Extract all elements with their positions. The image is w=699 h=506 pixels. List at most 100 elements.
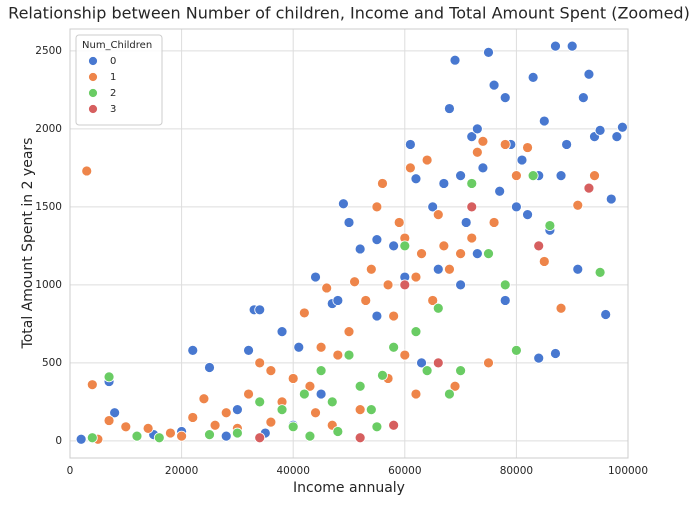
point [354, 243, 366, 255]
point [483, 357, 494, 369]
point [533, 352, 545, 364]
legend-marker [88, 56, 98, 66]
point [594, 124, 606, 136]
point [326, 396, 338, 408]
point [488, 217, 500, 228]
legend-label: 1 [110, 72, 116, 83]
point [488, 79, 500, 91]
point [499, 139, 511, 150]
legend: Num_Children 0 1 2 3 [75, 34, 163, 126]
point [600, 309, 612, 320]
point [354, 404, 366, 416]
point [427, 295, 439, 306]
point [220, 407, 232, 419]
point [466, 201, 478, 213]
legend-marker [88, 104, 98, 114]
point [287, 373, 299, 384]
point [538, 115, 550, 127]
point [315, 365, 327, 377]
plot-frame [69, 28, 629, 459]
point [449, 54, 461, 66]
point [388, 240, 400, 252]
point [499, 295, 511, 306]
point [466, 131, 478, 143]
point [499, 92, 511, 104]
point [399, 349, 411, 361]
y-tick-label: 2500 [35, 45, 62, 57]
point [231, 427, 243, 439]
point [209, 419, 221, 431]
point [153, 432, 165, 444]
point [438, 178, 450, 189]
point [511, 170, 522, 182]
point [594, 266, 606, 278]
point [410, 271, 422, 283]
point [455, 365, 467, 377]
point [455, 279, 467, 291]
point [243, 344, 254, 356]
point [365, 404, 377, 416]
point [371, 201, 383, 213]
y-tick-label: 500 [42, 357, 62, 369]
point [605, 193, 617, 205]
point [382, 279, 394, 291]
point [444, 388, 455, 400]
point [304, 380, 316, 392]
legend-label: 0 [110, 56, 116, 67]
point [583, 182, 595, 194]
point [577, 92, 589, 104]
point [298, 388, 310, 400]
point [310, 271, 321, 283]
point [332, 295, 344, 306]
x-tick-label: 100000 [608, 465, 648, 477]
point [75, 433, 87, 445]
legend-title: Num_Children [82, 40, 152, 51]
point [494, 185, 506, 197]
point [511, 344, 522, 356]
point [399, 279, 411, 291]
point [304, 430, 316, 442]
point [220, 430, 232, 442]
point [583, 68, 595, 80]
point [427, 201, 439, 213]
point [533, 240, 545, 252]
x-tick-label: 20000 [165, 465, 198, 477]
point [477, 135, 489, 147]
point [511, 201, 522, 213]
point [265, 365, 277, 377]
point [365, 263, 377, 275]
point [466, 232, 478, 244]
y-tick-label: 2000 [35, 123, 62, 135]
point [276, 404, 288, 416]
point [538, 256, 550, 267]
point [103, 371, 115, 383]
point [617, 121, 628, 133]
y-tick-label: 1500 [35, 201, 62, 213]
point [349, 276, 360, 288]
point [438, 240, 450, 252]
chart-title: Relationship between Number of children,… [8, 4, 690, 23]
point [315, 341, 327, 353]
point [522, 142, 533, 153]
point [388, 419, 400, 431]
point [343, 217, 355, 228]
point [254, 357, 266, 369]
point [527, 71, 539, 83]
point [399, 240, 411, 252]
point [371, 310, 383, 322]
point [204, 429, 215, 441]
grid [69, 29, 629, 458]
point [360, 295, 372, 306]
point [298, 307, 310, 319]
point [371, 421, 383, 433]
point [466, 178, 478, 189]
point [354, 380, 366, 392]
point [293, 341, 305, 353]
point [455, 170, 467, 182]
point [276, 326, 288, 338]
point [432, 263, 444, 275]
point [416, 248, 427, 260]
point [432, 209, 444, 221]
point [176, 430, 188, 442]
point [86, 379, 98, 391]
